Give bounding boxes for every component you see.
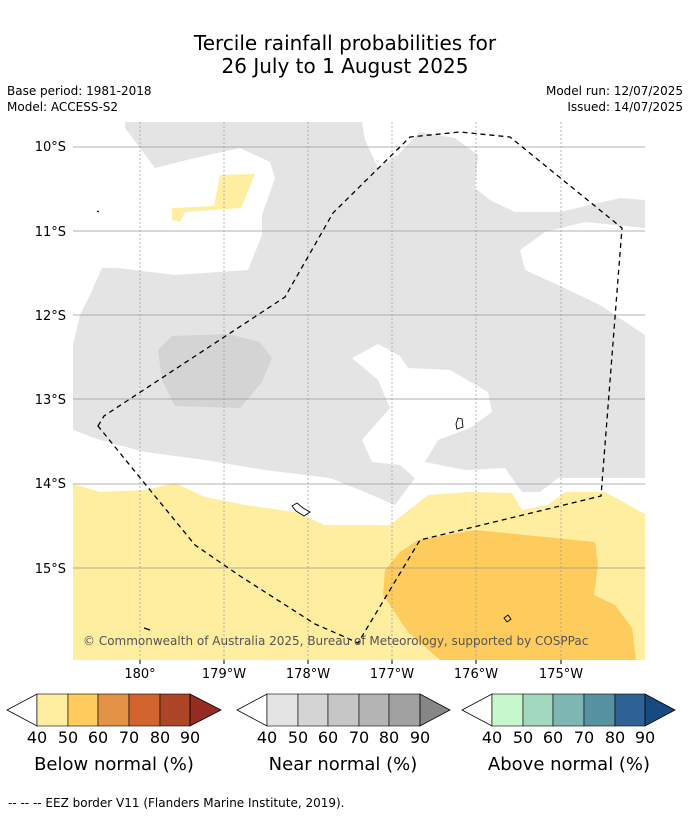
near-normal-50-region [158,334,272,408]
gridlines [73,122,645,660]
lat-label: 13°S [35,393,66,408]
legend-swatch [67,693,99,727]
lat-label: 15°S [35,562,66,577]
legend-above-lower-arrow [461,693,493,727]
below-normal-40-patch [172,174,255,222]
lon-label: 175°W [539,667,583,682]
legend-swatch [128,693,161,727]
legend-below-lower-arrow [6,693,38,727]
legend-below-normal: 40 50 60 70 80 90 Below normal (%) [6,693,222,775]
legend-above-upper-arrow [644,693,676,727]
legend-near-normal: 40 50 60 70 80 90 Near normal (%) [236,693,451,775]
legend-swatch [522,693,554,727]
forecast-map: © Commonwealth of Australia 2025, Bureau… [6,122,676,775]
legend-swatch [583,693,616,727]
legend-value: 40 [257,728,277,747]
legend-swatch [266,693,299,727]
legend-swatch [297,693,329,727]
model-run: Model run: 12/07/2025 [545,84,683,98]
map-plot-area: © Commonwealth of Australia 2025, Bureau… [73,122,645,660]
legend-above-normal: 40 50 60 70 80 90 Above normal (%) [461,693,676,775]
legend-swatch [491,693,524,727]
issued-date: Issued: 14/07/2025 [567,100,683,114]
island-nukulaelae [455,417,464,430]
lon-label: 177°W [370,667,414,682]
legend-title-near: Near normal (%) [269,754,418,775]
longitude-labels: 180° 179°W 178°W 177°W 176°W 175°W [124,667,583,682]
legend-value: 70 [349,728,369,747]
lat-label: 11°S [35,225,66,240]
legend-near-upper-arrow [419,693,451,727]
legend-value: 90 [410,728,430,747]
lon-label: 176°W [454,667,498,682]
legend-below-upper-arrow [189,693,222,727]
legend-swatch [614,693,646,727]
legend-value: 80 [379,728,399,747]
legend-value: 60 [318,728,338,747]
legend-value: 90 [635,728,655,747]
legend-value: 60 [543,728,563,747]
lat-label: 12°S [35,309,66,324]
lon-label: 178°W [286,667,330,682]
legend-swatch [358,693,390,727]
legend-swatch [552,693,585,727]
legend-swatch [327,693,360,727]
lon-label: 180° [124,667,155,682]
legend-value: 70 [574,728,594,747]
legend-value: 40 [482,728,502,747]
model-name: Model: ACCESS-S2 [7,100,119,114]
legend-near-lower-arrow [236,693,268,727]
legend-title-above: Above normal (%) [488,754,650,775]
legend-value: 70 [119,728,139,747]
legend-value: 50 [58,728,78,747]
island-funafuti [291,502,311,517]
island-south [503,614,512,623]
island-west-islet [143,627,151,631]
legend-value: 60 [88,728,108,747]
eez-border [97,131,623,644]
below-normal-50-region [383,530,636,660]
legend-swatch [159,693,191,727]
lon-label: 179°W [202,667,246,682]
legend-value: 90 [180,728,200,747]
copyright-notice: © Commonwealth of Australia 2025, Bureau… [83,634,588,648]
title-line-2: 26 July to 1 August 2025 [221,54,469,78]
title-line-1: Tercile rainfall probabilities for [193,31,497,55]
legend-value: 40 [27,728,47,747]
legend-value: 50 [513,728,533,747]
lat-label: 14°S [35,477,66,492]
longitude-ticks [139,660,562,664]
legend-swatch [36,693,69,727]
legend-title-below: Below normal (%) [34,754,194,775]
legend-value: 50 [288,728,308,747]
near-normal-40-region [73,122,645,505]
legend-swatch [388,693,421,727]
base-period: Base period: 1981-2018 [7,84,152,98]
island-north-islet [96,210,100,213]
legend-value: 80 [150,728,170,747]
lat-label: 10°S [35,140,66,155]
legend-value: 80 [605,728,625,747]
latitude-labels: 10°S 11°S 12°S 13°S 14°S 15°S [35,140,66,577]
eez-footnote: -- -- -- EEZ border V11 (Flanders Marine… [8,796,345,810]
legend-swatch [97,693,130,727]
